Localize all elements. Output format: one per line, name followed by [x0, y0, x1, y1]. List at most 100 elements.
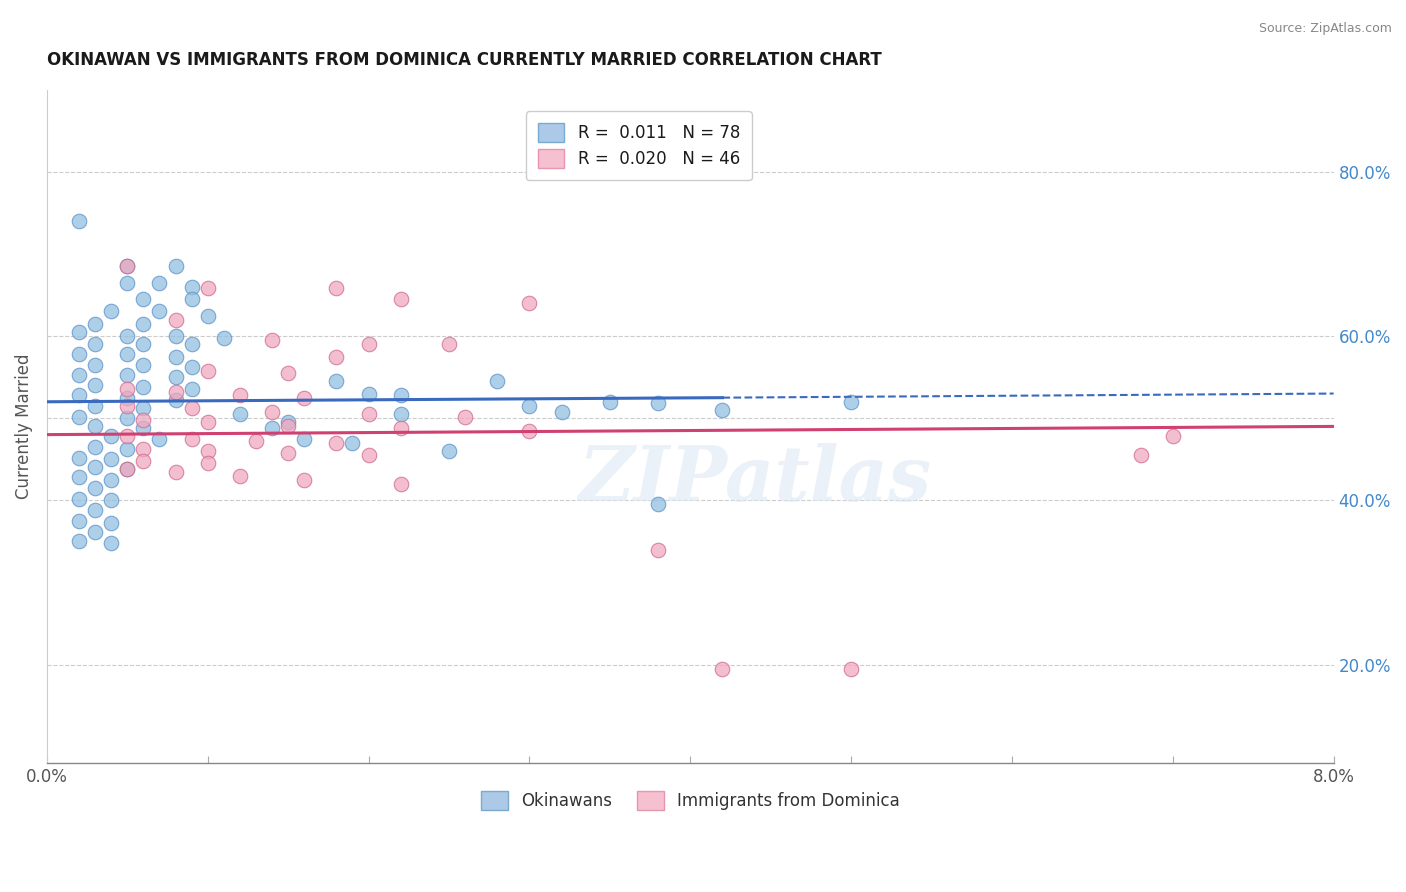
Point	[389, 476, 412, 491]
Point	[357, 386, 380, 401]
Point	[292, 391, 315, 405]
Point	[325, 281, 347, 295]
Point	[67, 534, 90, 549]
Point	[519, 424, 541, 438]
Point	[277, 415, 299, 429]
Point	[84, 378, 107, 392]
Point	[277, 366, 299, 380]
Point	[117, 259, 139, 273]
Point	[389, 388, 412, 402]
Point	[277, 445, 299, 459]
Point	[1129, 448, 1152, 462]
Point	[84, 337, 107, 351]
Point	[165, 312, 187, 326]
Point	[84, 460, 107, 475]
Point	[117, 462, 139, 476]
Point	[117, 442, 139, 457]
Point	[1161, 429, 1184, 443]
Point	[67, 214, 90, 228]
Point	[117, 368, 139, 383]
Point	[325, 374, 347, 388]
Point	[647, 498, 669, 512]
Point	[277, 419, 299, 434]
Point	[132, 380, 155, 394]
Point	[357, 337, 380, 351]
Point	[437, 444, 460, 458]
Point	[67, 347, 90, 361]
Point	[519, 296, 541, 310]
Point	[647, 542, 669, 557]
Point	[148, 432, 170, 446]
Point	[67, 388, 90, 402]
Point	[229, 407, 252, 421]
Point	[711, 662, 734, 676]
Point	[550, 404, 572, 418]
Point	[165, 393, 187, 408]
Point	[389, 421, 412, 435]
Point	[180, 383, 202, 397]
Point	[117, 276, 139, 290]
Point	[84, 419, 107, 434]
Point	[180, 292, 202, 306]
Point	[165, 259, 187, 273]
Point	[647, 396, 669, 410]
Point	[262, 333, 284, 347]
Point	[165, 465, 187, 479]
Point	[117, 411, 139, 425]
Point	[132, 442, 155, 457]
Point	[132, 454, 155, 468]
Point	[84, 481, 107, 495]
Point	[342, 435, 364, 450]
Point	[84, 440, 107, 454]
Point	[117, 347, 139, 361]
Point	[599, 394, 621, 409]
Point	[148, 276, 170, 290]
Point	[132, 337, 155, 351]
Point	[180, 432, 202, 446]
Point	[67, 491, 90, 506]
Text: ZIPatlas: ZIPatlas	[578, 443, 931, 517]
Point	[711, 403, 734, 417]
Point	[84, 524, 107, 539]
Point	[197, 309, 219, 323]
Point	[389, 407, 412, 421]
Point	[100, 452, 122, 467]
Point	[292, 473, 315, 487]
Point	[292, 432, 315, 446]
Point	[165, 329, 187, 343]
Point	[132, 292, 155, 306]
Point	[84, 358, 107, 372]
Point	[839, 662, 862, 676]
Point	[100, 516, 122, 531]
Point	[245, 434, 267, 449]
Point	[117, 383, 139, 397]
Point	[262, 404, 284, 418]
Point	[197, 281, 219, 295]
Point	[180, 337, 202, 351]
Point	[100, 304, 122, 318]
Point	[117, 429, 139, 443]
Point	[262, 421, 284, 435]
Point	[100, 429, 122, 443]
Text: Source: ZipAtlas.com: Source: ZipAtlas.com	[1258, 22, 1392, 36]
Point	[132, 358, 155, 372]
Point	[132, 401, 155, 416]
Point	[84, 317, 107, 331]
Point	[84, 503, 107, 517]
Point	[165, 384, 187, 399]
Point	[100, 493, 122, 508]
Point	[389, 292, 412, 306]
Point	[437, 337, 460, 351]
Point	[132, 421, 155, 435]
Point	[229, 388, 252, 402]
Point	[132, 317, 155, 331]
Point	[117, 462, 139, 476]
Point	[148, 304, 170, 318]
Point	[454, 409, 477, 424]
Point	[132, 413, 155, 427]
Y-axis label: Currently Married: Currently Married	[15, 353, 32, 500]
Point	[67, 470, 90, 484]
Point	[117, 399, 139, 413]
Text: OKINAWAN VS IMMIGRANTS FROM DOMINICA CURRENTLY MARRIED CORRELATION CHART: OKINAWAN VS IMMIGRANTS FROM DOMINICA CUR…	[46, 51, 882, 69]
Point	[67, 368, 90, 383]
